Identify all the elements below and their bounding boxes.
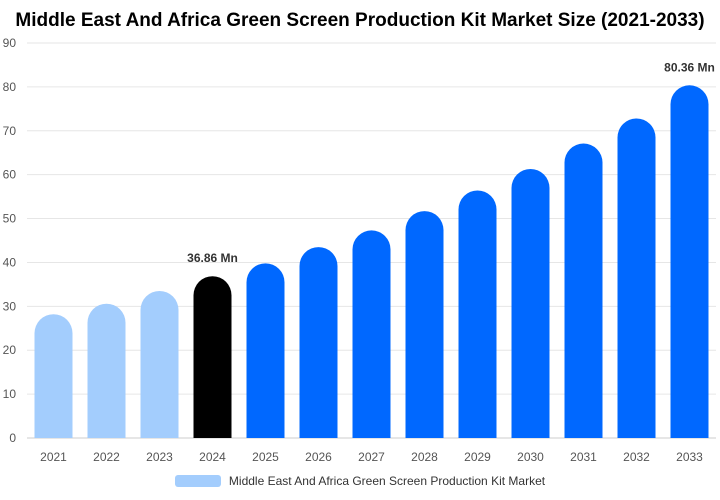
y-tick-label: 10 — [3, 387, 17, 401]
bar-2027 — [352, 230, 391, 438]
x-tick-label: 2023 — [146, 450, 173, 464]
y-tick-label: 60 — [3, 168, 17, 182]
bar-2029 — [458, 190, 497, 438]
x-tick-label: 2031 — [570, 450, 597, 464]
x-tick-label: 2028 — [411, 450, 438, 464]
bar-2023 — [140, 290, 179, 438]
x-tick-label: 2022 — [93, 450, 120, 464]
bar-2022 — [87, 303, 126, 438]
legend-label: Middle East And Africa Green Screen Prod… — [228, 474, 546, 488]
x-tick-label: 2024 — [199, 450, 226, 464]
bar-2028 — [405, 211, 444, 438]
chart-title: Middle East And Africa Green Screen Prod… — [15, 10, 705, 31]
y-axis-ticks: 0 10 20 30 40 50 60 70 80 90 — [3, 36, 17, 445]
y-tick-label: 20 — [3, 343, 17, 357]
y-tick-label: 80 — [3, 80, 17, 94]
x-tick-label: 2033 — [676, 450, 703, 464]
bar-2025 — [246, 263, 285, 438]
x-tick-label: 2029 — [464, 450, 491, 464]
bars — [34, 85, 709, 438]
y-tick-label: 40 — [3, 255, 17, 269]
x-tick-label: 2021 — [40, 450, 67, 464]
y-tick-label: 70 — [3, 124, 17, 138]
x-tick-label: 2030 — [517, 450, 544, 464]
bar-2024 — [193, 276, 232, 438]
x-axis-ticks: 2021 2022 2023 2024 2025 2026 2027 2028 2029 2030… — [40, 450, 703, 464]
bar-2030 — [511, 168, 550, 438]
bar-2031 — [564, 143, 603, 438]
data-label: 36.86 Mn — [187, 251, 238, 265]
y-tick-label: 90 — [3, 36, 17, 50]
data-labels: 36.86 Mn 80.36 Mn — [187, 60, 715, 265]
y-tick-label: 30 — [3, 299, 17, 313]
legend-swatch — [174, 475, 221, 487]
y-tick-label: 0 — [9, 431, 16, 445]
x-tick-label: 2027 — [358, 450, 385, 464]
bar-2026 — [299, 247, 338, 438]
bar-2032 — [617, 118, 656, 438]
x-tick-label: 2026 — [305, 450, 332, 464]
bar-2021 — [34, 314, 73, 438]
data-label: 80.36 Mn — [664, 60, 715, 74]
x-tick-label: 2032 — [623, 450, 650, 464]
bar-2033 — [670, 85, 709, 438]
y-tick-label: 50 — [3, 212, 17, 226]
legend: Middle East And Africa Green Screen Prod… — [0, 474, 720, 488]
x-tick-label: 2025 — [252, 450, 279, 464]
